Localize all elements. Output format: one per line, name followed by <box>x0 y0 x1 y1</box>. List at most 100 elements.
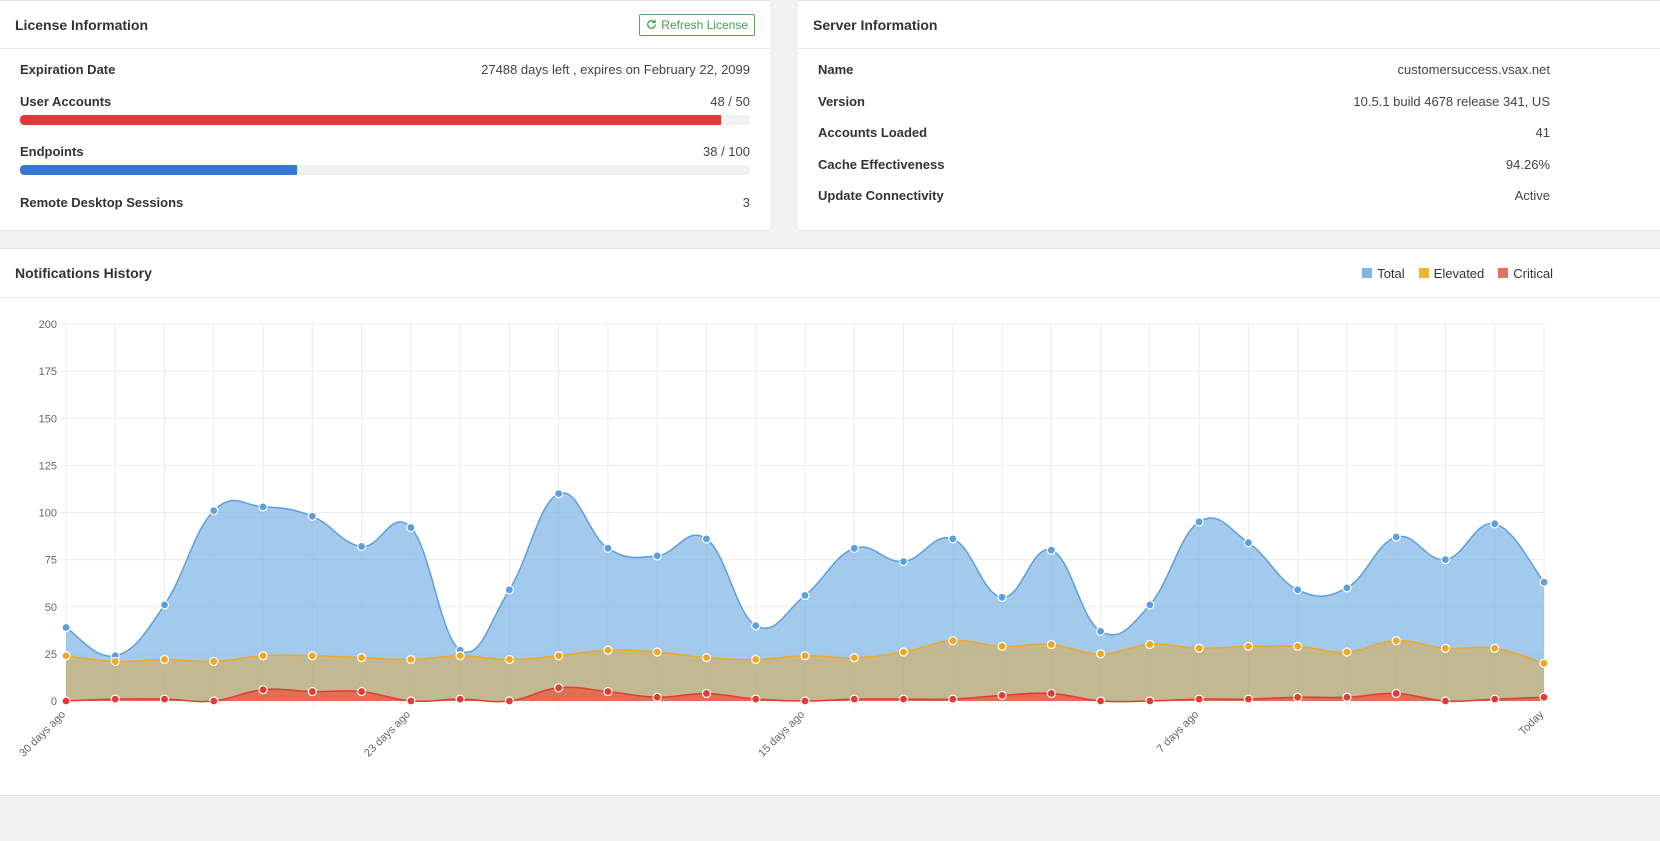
rds-value: 3 <box>742 195 750 210</box>
user-accounts-label: User Accounts <box>20 94 112 109</box>
data-point-total <box>357 541 367 552</box>
data-point-total <box>849 543 859 553</box>
data-point-elevated <box>406 654 416 665</box>
data-point-elevated <box>258 651 268 661</box>
license-panel: License Information Refresh License Expi… <box>0 0 770 231</box>
endpoints-row: Endpoints 38 / 100 <box>20 144 750 159</box>
x-tick-label: 7 days ago <box>1155 709 1202 756</box>
data-point-critical <box>652 692 662 702</box>
data-point-elevated <box>603 645 613 655</box>
data-point-total <box>406 522 416 533</box>
y-tick-label: 150 <box>39 413 57 425</box>
legend-label-total: Total <box>1377 265 1405 281</box>
license-panel-title: License Information <box>15 16 149 33</box>
data-point-elevated <box>1539 658 1549 668</box>
legend-label-critical: Critical <box>1513 265 1553 281</box>
data-point-total <box>1539 577 1549 587</box>
data-point-total <box>61 622 71 633</box>
data-point-total <box>554 489 564 499</box>
expiration-row: Expiration Date 27488 days left , expire… <box>20 62 750 77</box>
rds-label: Remote Desktop Sessions <box>20 195 184 210</box>
legend-label-elevated: Elevated <box>1433 265 1485 281</box>
data-point-critical <box>159 694 170 704</box>
endpoints-progress-fill <box>20 165 298 175</box>
data-point-critical <box>504 696 514 706</box>
data-point-elevated <box>898 647 909 657</box>
data-point-elevated <box>1243 641 1254 651</box>
server-version-value: 10.5.1 build 4678 release 341, US <box>1353 94 1550 109</box>
data-point-total <box>1194 517 1204 527</box>
series-line-total <box>65 492 1545 657</box>
data-point-elevated <box>554 651 564 661</box>
update-connectivity-value: Active <box>1514 188 1550 203</box>
data-point-elevated <box>1490 643 1500 653</box>
server-row-cache: Cache Effectiveness 94.26% <box>818 157 1550 172</box>
data-point-elevated <box>1342 647 1352 657</box>
data-point-total <box>1145 600 1155 610</box>
data-point-critical <box>1293 692 1303 702</box>
data-point-elevated <box>110 656 120 667</box>
data-point-total <box>603 543 613 553</box>
data-point-total <box>997 592 1007 602</box>
data-point-critical <box>948 694 958 704</box>
server-panel-header: Server Information <box>798 1 1660 49</box>
y-tick-label: 100 <box>39 508 57 520</box>
data-point-total <box>1046 545 1056 555</box>
legend-item-total[interactable]: Total <box>1362 265 1405 281</box>
data-point-critical <box>1391 688 1401 699</box>
endpoints-label: Endpoints <box>20 144 84 159</box>
server-panel: Server Information Name customersuccess.… <box>798 0 1660 231</box>
expiration-label: Expiration Date <box>20 62 116 77</box>
server-panel-title: Server Information <box>813 16 938 33</box>
notifications-panel: Notifications History Total Elevated Cri… <box>0 248 1660 796</box>
x-tick-label: Today <box>1517 708 1547 738</box>
data-point-elevated <box>1145 639 1155 650</box>
data-point-critical <box>455 694 465 704</box>
legend-swatch-elevated <box>1418 268 1429 278</box>
refresh-license-button[interactable]: Refresh License <box>639 13 755 36</box>
data-point-critical <box>61 696 71 706</box>
y-tick-label: 75 <box>45 555 57 567</box>
expiration-value: 27488 days left , expires on February 22… <box>481 62 750 77</box>
endpoints-value: 38 / 100 <box>703 144 750 159</box>
data-point-critical <box>1243 694 1254 704</box>
cache-effectiveness-label: Cache Effectiveness <box>818 157 945 172</box>
data-point-elevated <box>1293 641 1303 651</box>
data-point-elevated <box>504 654 514 665</box>
refresh-icon <box>647 19 657 29</box>
data-point-critical <box>751 694 761 704</box>
data-point-total <box>1440 555 1451 565</box>
y-tick-label: 125 <box>39 460 57 472</box>
data-point-elevated <box>1046 639 1056 650</box>
user-accounts-value: 48 / 50 <box>710 94 750 109</box>
data-point-total <box>1243 538 1254 548</box>
refresh-license-label: Refresh License <box>661 17 748 32</box>
data-point-critical <box>1440 696 1451 706</box>
data-point-critical <box>258 685 268 695</box>
data-point-total <box>258 502 268 512</box>
legend-item-elevated[interactable]: Elevated <box>1418 265 1485 281</box>
chart-legend: Total Elevated Critical <box>1362 266 1553 281</box>
data-point-total <box>898 556 909 567</box>
server-row-update: Update Connectivity Active <box>818 188 1550 203</box>
data-point-critical <box>1145 696 1155 706</box>
endpoints-progress-bar <box>20 165 750 175</box>
data-point-critical <box>406 696 416 706</box>
data-point-elevated <box>209 656 219 667</box>
data-point-total <box>159 600 170 610</box>
legend-item-critical[interactable]: Critical <box>1498 266 1553 281</box>
cache-effectiveness-value: 94.26% <box>1505 157 1550 172</box>
data-point-elevated <box>357 653 367 663</box>
data-point-critical <box>997 690 1007 700</box>
data-point-total <box>1342 583 1352 593</box>
data-point-total <box>504 585 514 595</box>
y-tick-label: 0 <box>51 696 57 708</box>
data-point-total <box>948 534 958 544</box>
data-point-critical <box>209 696 219 706</box>
data-point-total <box>1490 519 1500 529</box>
server-name-value: customersuccess.vsax.net <box>1397 62 1550 77</box>
data-point-elevated <box>159 654 170 665</box>
data-point-elevated <box>455 651 465 661</box>
license-panel-header: License Information Refresh License <box>0 1 770 49</box>
data-point-critical <box>554 683 564 693</box>
